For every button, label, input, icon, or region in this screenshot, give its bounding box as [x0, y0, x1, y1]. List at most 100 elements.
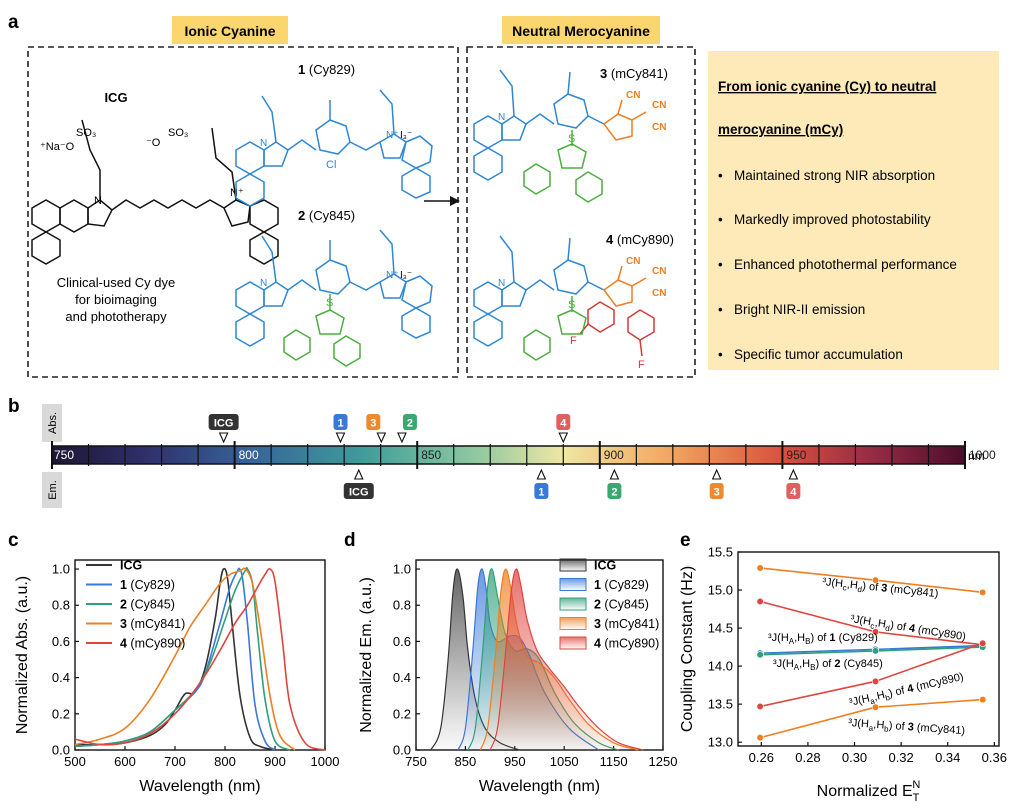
legend-label: 2 (Cy845) — [594, 598, 649, 612]
coupling-point — [756, 734, 764, 742]
y-tick-label: 0.6 — [52, 634, 70, 649]
em-marker-triangle — [609, 468, 620, 480]
chart-e-coupling: 0.26 0.28 0.30 0.32 0.34 0.36 13.0 13.5 14.0 14.5… — [679, 545, 1007, 805]
compound-3-cn-2: CN — [652, 100, 666, 111]
y-axis-label: Normalized Em. (a.u.) — [358, 577, 375, 733]
summary-item-2: Markedly improved photostability — [734, 212, 931, 227]
em-marker-label: 3 — [714, 487, 720, 499]
x-tick-label: 800 — [214, 754, 236, 769]
compound-2-structure — [235, 229, 433, 347]
icg-ominus: ⁻O — [146, 137, 161, 149]
y-tick-label: 13.0 — [708, 735, 733, 750]
coupling-point — [979, 639, 987, 647]
y-tick-label: 1.0 — [52, 562, 70, 577]
icg-sulfo-left: SO₃ — [76, 127, 96, 139]
icg-name: ICG — [104, 90, 127, 105]
y-tick-label: 0.4 — [393, 670, 411, 685]
y-tick-label: 15.0 — [708, 583, 733, 598]
legend-label: 3 (mCy841) — [594, 617, 659, 631]
ionic-title-bg — [172, 16, 288, 44]
abs-marker-triangle — [558, 432, 569, 444]
abs-marker-badge — [366, 414, 381, 430]
x-tick-label: 700 — [164, 754, 186, 769]
y-tick-label: 0.0 — [52, 743, 70, 758]
icg-n-left: N — [94, 195, 102, 207]
em-marker-triangle — [788, 468, 799, 480]
compound-4-oxazole — [523, 296, 587, 361]
compound-3-structure — [473, 69, 605, 181]
abs-marker-triangle — [376, 432, 387, 444]
legend-label: 1 (Cy829) — [120, 578, 175, 592]
compound-3-n: N — [498, 112, 505, 123]
coupling-point — [756, 597, 764, 606]
coupling-series-line — [760, 644, 983, 654]
legend-swatch — [559, 636, 587, 650]
compound-4-cn-1: CN — [626, 256, 640, 267]
abs-marker-triangle — [335, 432, 346, 444]
y-tick-label: 0.0 — [393, 743, 411, 758]
legend-label: ICG — [594, 559, 616, 573]
compound-2-oxazole — [283, 294, 361, 367]
coupling-point — [756, 702, 764, 711]
x-tick-label: 850 — [455, 754, 477, 769]
spectrum-tick-label: 800 — [239, 448, 259, 462]
coupling-point — [871, 677, 880, 685]
compound-2-label: 2 (Cy845) — [298, 208, 355, 223]
transformation-arrow — [424, 196, 460, 206]
summary-title-2: merocyanine (mCy) — [718, 122, 843, 137]
y-axis-label: Normalized Abs. (a.u.) — [14, 576, 31, 734]
compound-2-n-plus: N⁺ — [386, 270, 399, 281]
compound-2-counterion: I₃⁻ — [400, 270, 412, 281]
absorption-series-line — [74, 567, 326, 751]
absorption-series-line — [74, 567, 276, 751]
legend-swatch — [559, 558, 587, 572]
abs-label: Abs. — [47, 412, 59, 434]
neutral-merocyanine-box — [466, 46, 696, 378]
x-tick-label: 0.28 — [795, 750, 820, 765]
abs-marker-badge — [333, 414, 348, 430]
emission-series-area — [490, 568, 644, 750]
compound-1-n-left: N — [260, 138, 267, 149]
legend-label: ICG — [120, 559, 142, 573]
emission-series-area — [430, 568, 520, 750]
spectrum-markers: ICG 1 3 2 4 ICG 1 2 3 4 — [208, 414, 801, 499]
compound-1-label: 1 (Cy829) — [298, 62, 355, 77]
abs-marker-badge — [402, 414, 417, 430]
abs-marker-label: ICG — [214, 418, 234, 430]
coupling-point — [871, 576, 880, 584]
em-marker-badge — [709, 483, 724, 499]
abs-marker-triangle — [218, 432, 229, 444]
compound-3-acceptor — [602, 99, 647, 141]
compound-3-cn-3: CN — [652, 122, 666, 133]
abs-marker-badge — [556, 414, 571, 430]
compound-1-counterion: I₃⁻ — [400, 130, 412, 141]
panel-label-d: d — [344, 530, 356, 551]
summary-item-3: Enhanced photothermal performance — [734, 257, 957, 272]
emission-series-line — [489, 568, 644, 751]
coupling-annotation: ³J(Ha,Hb) of 3 (mCy841) — [848, 717, 966, 739]
spectrum-tick-label: 900 — [604, 448, 624, 462]
coupling-series-line — [760, 646, 983, 656]
panel-label-e: e — [680, 530, 691, 551]
em-marker-triangle — [711, 468, 722, 480]
icg-structure — [31, 119, 279, 265]
coupling-point — [979, 588, 987, 596]
summary-item-4: Bright NIR-II emission — [734, 302, 865, 317]
spectrum-tick-label: 850 — [421, 448, 441, 462]
legend-label: 4 (mCy890) — [594, 637, 659, 651]
legend-label: 1 (Cy829) — [594, 578, 649, 592]
em-label-bg — [42, 472, 62, 508]
coupling-annotation: ³J(Hc,Hd) of 3 (mCy841) — [821, 576, 938, 602]
compound-3-s: S — [568, 133, 575, 145]
em-label: Em. — [47, 480, 59, 500]
x-tick-label: 1150 — [600, 754, 628, 769]
y-tick-label: 14.5 — [708, 621, 733, 636]
summary-bullet-4: • — [718, 302, 723, 317]
em-marker-badge — [534, 483, 549, 499]
summary-bullet-1: • — [718, 168, 723, 183]
summary-item-5: Specific tumor accumulation — [734, 347, 903, 362]
abs-marker-label: 4 — [560, 418, 567, 430]
y-tick-label: 0.2 — [393, 706, 411, 721]
ionic-title: Ionic Cyanine — [184, 23, 275, 39]
